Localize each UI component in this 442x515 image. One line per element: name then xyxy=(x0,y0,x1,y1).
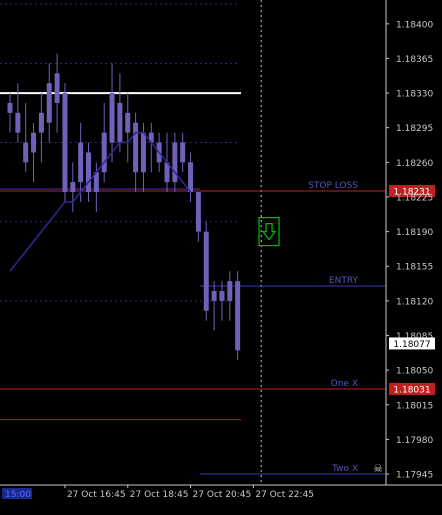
level-label: STOP LOSS xyxy=(308,181,358,191)
candle-body xyxy=(219,290,225,301)
candle-body xyxy=(203,231,209,311)
y-tick-label: 1.18085 xyxy=(396,332,433,342)
level-price-label: 1.18031 xyxy=(393,385,430,395)
y-tick-label: 1.18295 xyxy=(396,124,433,134)
y-tick-label: 1.18225 xyxy=(396,193,433,203)
candle-body xyxy=(109,93,115,143)
y-tick-label: 1.18260 xyxy=(396,159,433,169)
grid-layer xyxy=(0,0,262,485)
candle-body xyxy=(86,152,91,193)
marker-layer xyxy=(258,217,280,247)
current-price-label: 1.18077 xyxy=(393,340,430,350)
down-arrow-icon xyxy=(261,223,277,241)
y-tick-label: 1.18400 xyxy=(396,20,433,30)
x-tick-label: 15:00 xyxy=(5,490,31,500)
candle-body xyxy=(148,132,154,143)
candle-body xyxy=(211,290,217,301)
skull-icon: ☠ xyxy=(373,462,383,475)
candle-body xyxy=(164,162,170,183)
candle-body xyxy=(172,142,178,183)
level-price-box xyxy=(389,185,435,198)
candle-body xyxy=(227,281,233,301)
y-tick-label: 1.17980 xyxy=(396,436,433,446)
candle-body xyxy=(7,102,13,113)
signal-box xyxy=(258,217,280,247)
moving-average-line xyxy=(9,131,192,272)
y-tick-label: 1.18190 xyxy=(396,228,433,238)
x-tick-label: 27 Oct 20:45 xyxy=(193,490,252,500)
candles-layer xyxy=(7,53,241,361)
x-tick-label: 27 Oct 22:45 xyxy=(255,490,314,500)
moving-average-layer xyxy=(9,131,192,272)
candle-body xyxy=(78,142,84,183)
candle-body xyxy=(180,142,186,163)
y-tick-label: 1.18365 xyxy=(396,55,433,65)
candle-body xyxy=(38,112,44,133)
candle-body xyxy=(46,83,52,123)
candle-body xyxy=(15,112,21,133)
y-tick-label: 1.18015 xyxy=(396,401,433,411)
candle-body xyxy=(117,102,123,143)
candle-body xyxy=(195,192,201,232)
candle-body xyxy=(235,281,241,351)
x-tick-highlight xyxy=(2,488,32,499)
candle-body xyxy=(140,132,146,173)
current-price-box xyxy=(389,337,435,350)
level-price-box xyxy=(389,382,435,395)
candle-body xyxy=(54,73,60,103)
y-tick-label: 1.17945 xyxy=(396,471,433,481)
x-tick-label: 27 Oct 16:45 xyxy=(67,490,126,500)
candle-body xyxy=(101,132,107,173)
axis-layer: 1.18400 1.18365 1.18330 1.18295 1.18260 1.182… xyxy=(0,0,442,500)
y-tick-label: 1.18050 xyxy=(396,367,433,377)
y-tick-label: 1.18155 xyxy=(396,263,433,273)
candle-body xyxy=(125,112,131,133)
candle-body xyxy=(23,142,29,163)
level-label: One X xyxy=(331,379,358,389)
x-tick-label: 27 Oct 18:45 xyxy=(130,490,189,500)
y-tick-label: 1.18120 xyxy=(396,297,433,307)
candle-body xyxy=(70,182,76,193)
level-label: ENTRY xyxy=(329,276,359,286)
candle-body xyxy=(62,93,68,193)
levels-layer: STOP LOSS 1.18231 ENTRY One X 1.18031 Two X xyxy=(0,92,435,475)
level-price-label: 1.18231 xyxy=(393,188,430,198)
level-label: Two X xyxy=(331,464,358,474)
candle-body xyxy=(188,162,194,193)
y-tick-label: 1.18330 xyxy=(396,90,433,100)
candle-body xyxy=(133,122,139,173)
candle-body xyxy=(31,132,37,153)
candle-body xyxy=(93,172,99,193)
